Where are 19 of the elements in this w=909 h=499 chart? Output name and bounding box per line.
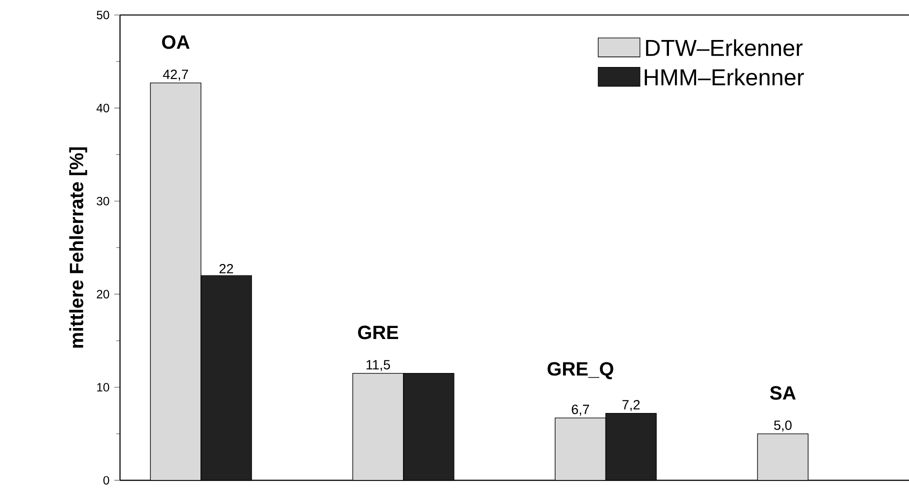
data-label: 11,5 [366, 360, 390, 372]
y-tick-label: 50 [96, 10, 110, 20]
x-tick-label: SA [770, 386, 796, 400]
y-tick-label: 30 [96, 196, 110, 206]
legend-label: DTW–Erkenner [646, 39, 803, 56]
data-label: 22 [220, 264, 234, 274]
x-tick-label: GRE [358, 326, 398, 340]
data-label: 7,2 [622, 400, 640, 412]
y-axis-title: mittlere Fehlerrate [%] [69, 147, 88, 348]
x-tick-label: GRE_Q [548, 362, 614, 380]
y-tick-label: 20 [96, 290, 110, 298]
legend-label: HMM–Erkenner [644, 68, 804, 86]
data-label: 5,0 [774, 420, 792, 432]
data-label: 6,7 [572, 404, 590, 416]
y-tick-label: 0 [103, 476, 110, 485]
x-tick-label: OA [162, 35, 190, 49]
y-tick-label: 10 [97, 383, 110, 392]
y-tick-label: 40 [96, 104, 110, 112]
data-label: 42,7 [163, 70, 188, 81]
